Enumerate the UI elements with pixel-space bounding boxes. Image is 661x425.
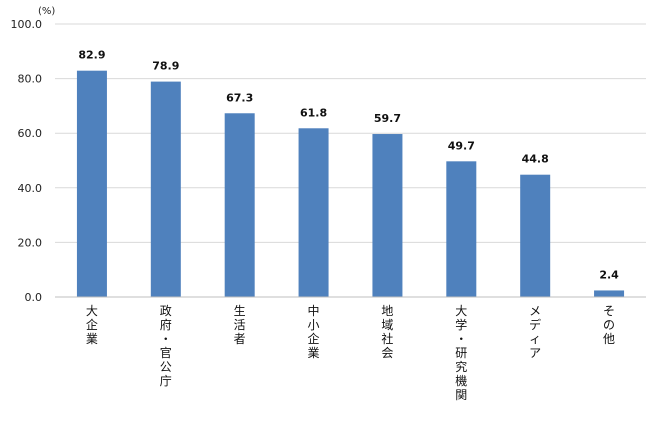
data-label: 44.8 — [522, 153, 549, 166]
y-axis-ticks: 0.0 20.0 40.0 60.0 80.0 100.0 — [11, 18, 43, 304]
category-labels: 大企業 政府・官公庁 生活者 中小企業 地域社会 大学・研究機関 メディア その他 — [86, 303, 615, 402]
bar — [224, 113, 255, 298]
data-label: 2.4 — [599, 268, 619, 281]
y-tick-label: 20.0 — [18, 236, 43, 249]
y-tick-label: 60.0 — [18, 127, 43, 140]
data-label: 59.7 — [374, 112, 401, 125]
data-label: 61.8 — [300, 106, 327, 119]
y-tick-label: 80.0 — [18, 73, 43, 86]
data-label: 78.9 — [152, 60, 179, 73]
data-label: 49.7 — [448, 139, 475, 152]
category-label: 中小企業 — [308, 303, 320, 360]
category-label: 地域社会 — [381, 304, 393, 360]
y-tick-label: 0.0 — [25, 291, 43, 304]
data-label: 82.9 — [78, 49, 105, 62]
category-label: 大学・研究機関 — [455, 304, 467, 402]
category-label: 大企業 — [86, 304, 98, 346]
data-labels: 82.9 78.9 67.3 61.8 59.7 49.7 44.8 2.4 — [78, 49, 619, 282]
bar — [446, 161, 477, 297]
category-label: 政府・官公庁 — [160, 304, 172, 388]
category-label: メディア — [529, 304, 541, 360]
y-tick-label: 100.0 — [11, 18, 43, 31]
bar — [298, 128, 329, 297]
bars — [76, 70, 625, 298]
data-label: 67.3 — [226, 91, 253, 104]
bar — [372, 134, 403, 297]
gridlines — [55, 23, 646, 243]
y-unit-label: (%) — [38, 6, 55, 17]
bar — [594, 290, 625, 297]
bar — [520, 174, 551, 297]
bar — [150, 81, 181, 297]
category-label: 生活者 — [234, 304, 246, 346]
bar — [76, 70, 107, 297]
y-tick-label: 40.0 — [18, 182, 43, 195]
category-label: その他 — [603, 304, 615, 346]
